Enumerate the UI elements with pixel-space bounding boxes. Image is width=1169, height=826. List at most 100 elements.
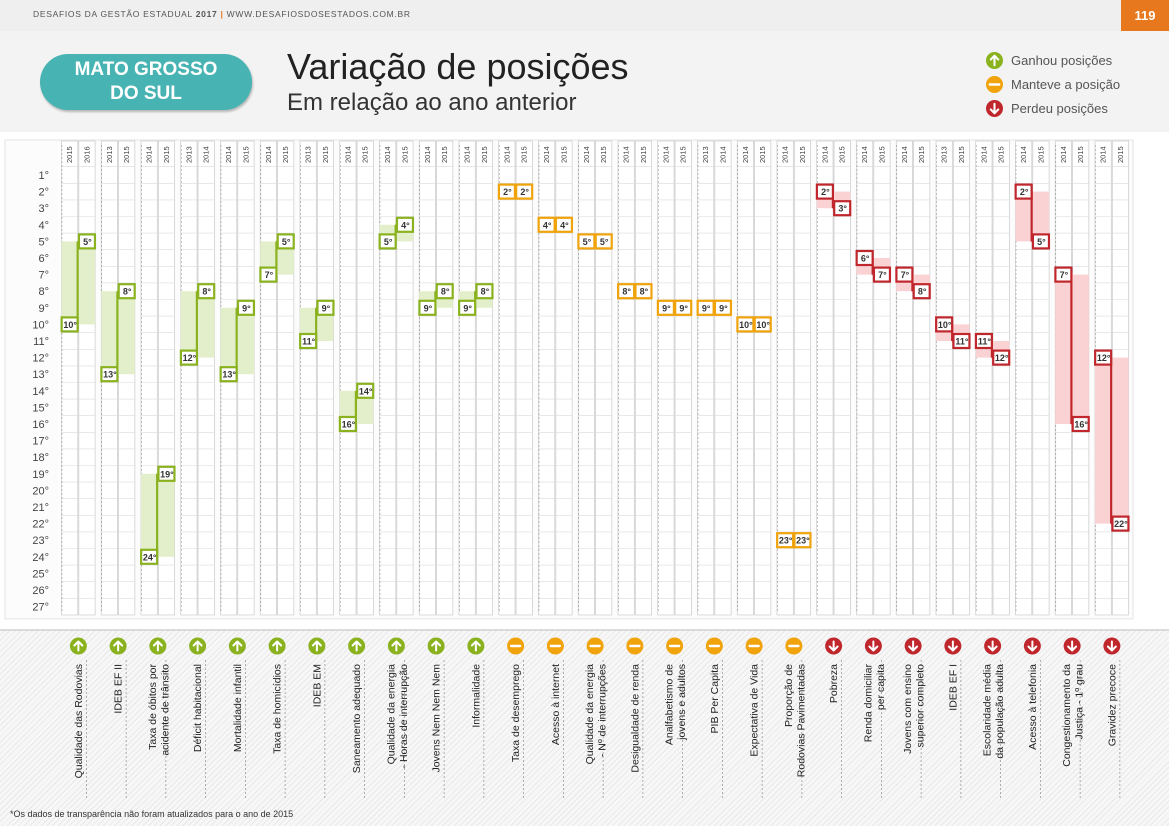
arrow-glyph (828, 640, 839, 652)
year-label: 2013 (304, 146, 313, 163)
rank-label: 5° (282, 237, 291, 247)
indicator-name: IDEB EM (311, 664, 323, 707)
indicator-label-down: Escolaridade média da população adulta (982, 637, 1006, 800)
year-label: 2015 (321, 146, 330, 163)
indicator-marks: 10° 10° (736, 316, 772, 333)
y-tick-label: 23° (32, 535, 49, 547)
minus-icon (986, 75, 1003, 93)
year-column (61, 140, 79, 616)
arrow-glyph (908, 640, 919, 652)
rank-label: 2° (520, 187, 529, 197)
y-tick-label: 4° (38, 220, 49, 232)
year-label: 2015 (559, 146, 568, 163)
y-axis-labels: 1° 2° 3° 4° 5° 6° 7° 8° 9° 10° 11° 12° 13° 14° 15° 16° 1… (32, 170, 49, 614)
year-column (498, 140, 516, 616)
indicator-marks: 16° 14° (338, 382, 375, 433)
indicator-columns: 2014 2015 (975, 140, 1010, 616)
rank-marker (1054, 266, 1073, 283)
indicator-name: Taxa de desemprego (510, 664, 522, 762)
rank-marker (418, 299, 437, 316)
year-label: 2014 (383, 146, 392, 163)
rank-label: 4° (560, 220, 569, 230)
year-column (634, 140, 652, 616)
year-label: 2015 (162, 146, 171, 163)
rank-marker (577, 233, 596, 250)
rank-marker (458, 299, 477, 316)
indicator-marks: 12° 22° (1094, 349, 1130, 532)
legend-label-same: Manteve a posição (1011, 76, 1121, 92)
rank-label: 8° (640, 287, 649, 297)
rank-label: 16° (342, 420, 356, 430)
y-tick-label: 3° (38, 203, 49, 215)
rank-marker (992, 349, 1011, 366)
indicator-marks: 2° 2° (497, 183, 534, 200)
publication-year: 2017 (195, 9, 218, 19)
rank-label: 2° (1020, 187, 1029, 197)
indicator-marks: 11° 9° (299, 299, 335, 350)
year-column (816, 140, 834, 616)
year-label: 2014 (582, 146, 591, 163)
page-number: 119 (1121, 0, 1169, 31)
rank-label: 5° (1037, 237, 1046, 247)
year-label: 2015 (480, 146, 489, 163)
arrow-glyph (987, 640, 998, 652)
indicator-marks: 10° 5° (60, 233, 97, 333)
rank-label: 2° (821, 187, 830, 197)
year-column (277, 140, 295, 616)
y-tick-label: 8° (38, 286, 49, 298)
year-column (674, 140, 692, 616)
indicator-marks: 8° 8° (617, 283, 653, 300)
indicator-name: Acesso à internet (550, 664, 562, 745)
indicator-label-same: Taxa de desemprego (507, 637, 525, 800)
arrow-up-icon (986, 51, 1003, 69)
publication-url[interactable]: WWW.DESAFIOSDOSESTADOS.COM.BR (226, 9, 411, 19)
indicator-marks: 5° 4° (378, 216, 415, 250)
indicator-label-up: Déficit habitacional (189, 637, 207, 800)
indicator-marks: 7° 8° (895, 266, 931, 300)
label-area-background (0, 630, 1169, 826)
indicator-name: Proporção de (783, 664, 795, 727)
indicator-name: Gravidez precoce (1106, 664, 1118, 746)
rank-label: 12° (1097, 353, 1111, 363)
indicator-columns: 2013 2015 (935, 140, 970, 616)
indicator-name: Expectativa de Vida (749, 664, 761, 757)
year-label: 2014 (860, 146, 869, 163)
y-tick-label: 20° (32, 485, 49, 497)
indicator-columns: 2013 2014 (697, 140, 732, 616)
rank-marker (833, 200, 852, 217)
year-column (118, 140, 136, 616)
indicator-label-down: Pobreza (825, 637, 843, 800)
indicator-columns: 2014 2015 (895, 140, 931, 616)
rank-label: 8° (622, 287, 631, 297)
indicator-label-down: Renda domiciliar per capita (862, 637, 887, 800)
rank-label: 8° (918, 287, 927, 297)
arrow-glyph (868, 640, 879, 652)
year-column (952, 140, 970, 616)
year-column (856, 140, 874, 616)
indicator-columns: 2014 2015 (736, 140, 772, 616)
indicator-name: Acesso à telefonia (1027, 664, 1039, 750)
rank-label: 14° (359, 386, 373, 396)
year-column (515, 140, 533, 616)
rank-label: 9° (662, 303, 671, 313)
legend-item-same: Manteve a posição (986, 75, 1120, 93)
indicator-marks: 7° 16° (1054, 266, 1090, 433)
rank-marker (736, 316, 755, 333)
rank-label: 13° (103, 370, 117, 380)
indicator-columns: 2014 2015 (339, 140, 374, 616)
rank-label: 7° (878, 270, 887, 280)
rank-marker (634, 283, 653, 300)
rank-label: 8° (441, 287, 450, 297)
y-tick-label: 18° (32, 452, 49, 464)
year-column (975, 140, 993, 616)
rank-marker (895, 266, 914, 283)
rank-marker (1111, 515, 1130, 532)
indicator-columns: 2014 2015 (379, 140, 414, 616)
indicator-name: Qualidade das Rodovias (73, 664, 85, 778)
arrow-glyph (232, 640, 243, 652)
year-label: 2015 (758, 146, 767, 163)
y-tick-label: 25° (32, 568, 49, 580)
year-column (895, 140, 913, 616)
indicator-name: - Nº de interrupções (597, 664, 609, 757)
year-column (299, 140, 317, 616)
